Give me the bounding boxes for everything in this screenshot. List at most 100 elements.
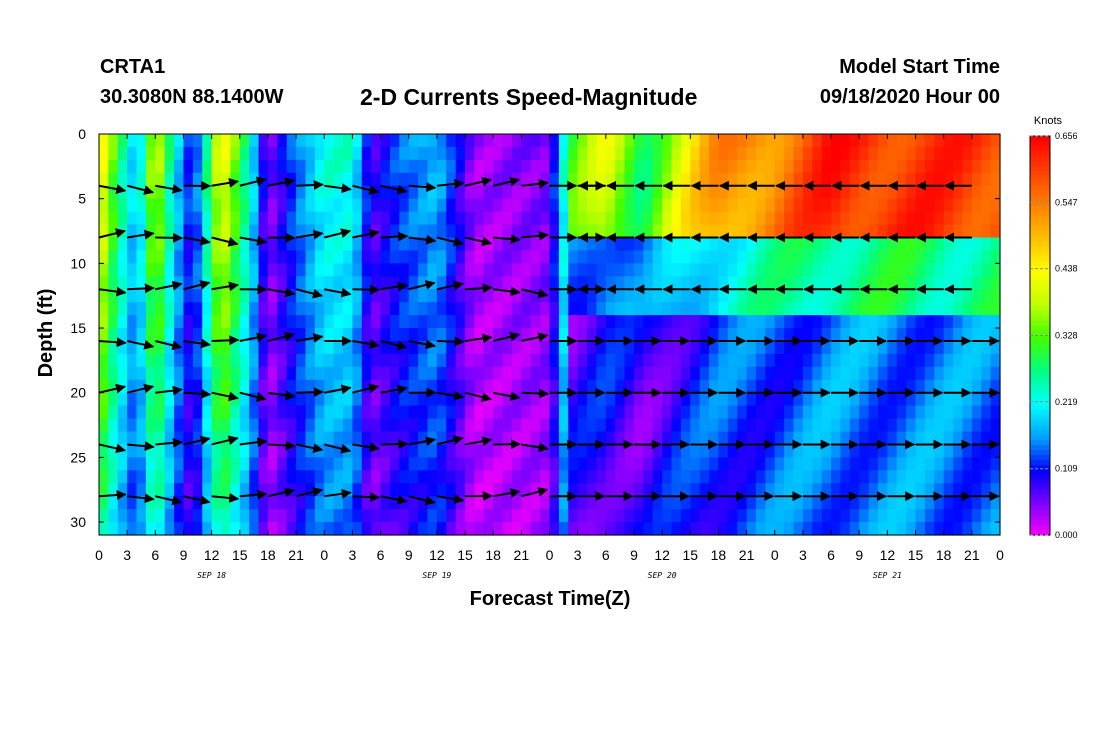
heatmap-cell [849,483,860,497]
heatmap-cell [643,405,654,420]
heatmap-cell [408,159,419,174]
heatmap-cell [568,276,579,290]
heatmap-cell [568,302,579,316]
heatmap-cell [296,289,307,303]
heatmap-cell [446,366,457,381]
heatmap-cell [314,263,325,277]
heatmap-cell [202,418,213,433]
heatmap-cell [145,237,156,252]
heatmap-cell [380,250,391,264]
heatmap-cell [399,289,410,303]
colorbar-segment [1030,185,1050,192]
heatmap-cell [99,159,109,174]
heatmap-cell [793,276,804,290]
heatmap-cell [549,237,560,252]
heatmap-cell [643,263,654,277]
heatmap-cell [821,483,832,497]
heatmap-cell [624,250,635,264]
heatmap-cell [380,302,391,316]
heatmap-cell [502,224,513,239]
heatmap-cell [164,392,175,407]
heatmap-cell [737,172,748,187]
heatmap-cell [314,134,325,148]
heatmap-cell [596,302,607,316]
heatmap-cell [117,315,128,329]
heatmap-cell [943,146,954,161]
heatmap-cell [953,509,964,523]
heatmap-cell [605,302,616,316]
heatmap-cell [549,509,560,523]
current-vector [98,383,127,394]
heatmap-cell [530,328,541,342]
heatmap-cell [455,185,466,200]
heatmap-cell [699,134,710,148]
current-vector [211,391,239,402]
heatmap-cell [915,509,926,523]
heatmap-cell [962,198,973,213]
colorbar-segment [1030,305,1050,312]
heatmap-cell [633,366,644,381]
heatmap-cell [258,289,269,303]
heatmap-cell [267,509,278,523]
heatmap-cell [192,146,203,161]
heatmap-cell [849,444,860,458]
heatmap-cell [324,392,335,407]
heatmap-cell [258,198,269,213]
heatmap-cell [511,315,522,329]
heatmap-cell [436,263,447,277]
heatmap-cell [652,509,663,523]
heatmap-cell [624,263,635,277]
heatmap-cell [709,392,720,407]
heatmap-cell [389,302,400,316]
heatmap-cell [99,250,109,264]
heatmap-cell [286,405,297,420]
heatmap-cell [202,522,213,536]
heatmap-cell [793,315,804,329]
heatmap-cell [877,509,888,523]
heatmap-cell [465,509,476,523]
x-tick-label: 0 [320,547,328,563]
heatmap-cell [267,366,278,381]
heatmap-cell [821,366,832,381]
heatmap-cell [202,457,213,471]
heatmap-cell [511,159,522,174]
heatmap-cell [267,379,278,394]
heatmap-cell [474,470,485,484]
heatmap-cell [502,263,513,277]
heatmap-cell [436,483,447,497]
x-tick-label: 21 [288,547,304,563]
heatmap-cell [971,263,982,277]
heatmap-cell [455,159,466,174]
heatmap-cell [596,134,607,148]
heatmap-cell [474,172,485,187]
heatmap-cell [493,522,504,536]
heatmap-cell [418,198,429,213]
heatmap-cell [709,496,720,510]
heatmap-cell [793,289,804,303]
heatmap-cell [221,276,231,290]
heatmap-cell [333,366,344,381]
heatmap-cell [690,172,701,187]
heatmap-cell [483,496,494,510]
heatmap-cell [840,289,851,303]
current-vector [324,183,352,194]
heatmap-cell [333,340,344,355]
heatmap-cell [896,444,907,458]
heatmap-cell [690,263,701,277]
heatmap-cell [352,340,363,355]
heatmap-cell [361,289,372,303]
heatmap-cell [277,392,288,407]
heatmap-cell [136,250,147,264]
heatmap-cell [643,134,654,148]
heatmap-cell [540,211,551,226]
heatmap-cell [887,198,898,213]
heatmap-cell [408,405,419,420]
heatmap-cell [849,366,860,381]
heatmap-cell [174,172,185,187]
heatmap-cell [868,418,879,433]
heatmap-cell [662,198,673,213]
heatmap-cell [230,315,241,329]
heatmap-cell [962,405,973,420]
heatmap-cell [540,353,551,368]
heatmap-cell [389,198,400,213]
